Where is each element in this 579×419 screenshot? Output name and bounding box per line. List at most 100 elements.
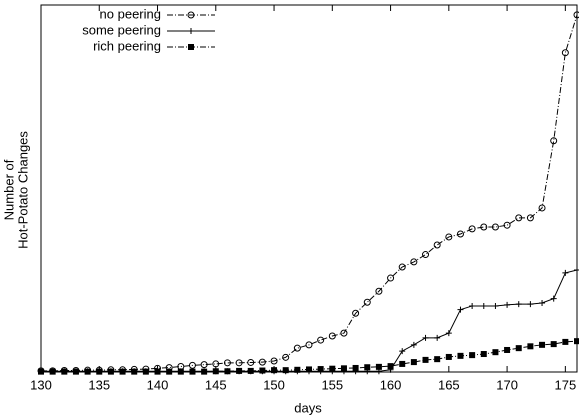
point (49, 368, 56, 375)
point (131, 368, 138, 375)
point (375, 363, 382, 370)
series-line (41, 14, 578, 372)
series-line (41, 269, 578, 372)
point (480, 351, 487, 358)
point (515, 214, 523, 222)
point (317, 336, 325, 344)
point (340, 329, 348, 337)
legend-item: no peering (100, 6, 215, 21)
point (398, 263, 406, 271)
point (422, 251, 430, 259)
point (364, 364, 371, 371)
point (492, 349, 499, 356)
point (166, 368, 173, 375)
x-tick-label: 145 (205, 377, 227, 392)
y-axis-label-line: Number of (1, 159, 16, 220)
point (573, 11, 579, 19)
point (212, 360, 220, 368)
point (387, 363, 394, 370)
legend-marker (188, 28, 194, 34)
point (38, 368, 44, 375)
point (352, 309, 360, 317)
point (293, 344, 301, 352)
point (504, 301, 511, 308)
point (550, 295, 557, 302)
x-tick-label: 135 (88, 377, 110, 392)
point (189, 368, 196, 375)
point (212, 368, 219, 375)
point (469, 302, 476, 309)
legend-item: some peering (82, 22, 215, 37)
point (480, 302, 487, 309)
point (457, 306, 464, 313)
point (119, 368, 126, 375)
point (96, 368, 103, 375)
point (539, 341, 546, 348)
legend-label: rich peering (93, 38, 161, 53)
x-tick-label: 160 (380, 377, 402, 392)
point (574, 338, 579, 345)
point (491, 223, 499, 231)
point (562, 338, 569, 345)
point (247, 358, 255, 366)
point (445, 233, 453, 241)
point (306, 366, 312, 373)
point (317, 366, 324, 373)
point (515, 301, 522, 308)
legend-marker (187, 11, 195, 19)
point (154, 368, 161, 375)
point (271, 367, 278, 374)
point (504, 346, 511, 353)
point (223, 359, 231, 367)
legend-marker (188, 44, 194, 50)
point (526, 214, 534, 222)
point (433, 241, 441, 249)
point (503, 221, 511, 229)
point (375, 287, 383, 295)
point (410, 359, 417, 366)
point (235, 359, 243, 367)
point (434, 334, 441, 341)
point (527, 301, 534, 308)
point (224, 368, 231, 375)
plot-frame (40, 4, 578, 373)
point (527, 343, 534, 350)
point (468, 225, 476, 233)
point (550, 137, 558, 145)
x-tick-label: 150 (263, 377, 285, 392)
point (399, 360, 406, 367)
point (352, 364, 359, 371)
point (456, 230, 464, 238)
point (270, 357, 278, 365)
point (387, 274, 395, 282)
point (445, 330, 452, 337)
point (363, 298, 371, 306)
point (247, 367, 254, 374)
x-tick-label: 165 (438, 377, 460, 392)
point (340, 365, 347, 372)
point (469, 352, 476, 359)
point (422, 334, 429, 341)
point (177, 368, 184, 375)
point (539, 300, 546, 307)
point (561, 49, 569, 57)
point (399, 348, 406, 355)
point (422, 356, 429, 363)
x-tick-label: 170 (496, 377, 518, 392)
point (492, 302, 499, 309)
point (410, 341, 417, 348)
point (200, 361, 208, 369)
point (84, 368, 91, 375)
point (61, 368, 68, 375)
point (410, 258, 418, 266)
point (305, 341, 313, 349)
point (445, 353, 452, 360)
y-axis-label-line: Hot-Potato Changes (15, 131, 30, 249)
x-tick-label: 175 (554, 377, 576, 392)
point (201, 368, 208, 375)
point (72, 368, 79, 375)
point (434, 356, 441, 363)
point (259, 367, 266, 374)
point (538, 204, 546, 212)
point (329, 365, 336, 372)
